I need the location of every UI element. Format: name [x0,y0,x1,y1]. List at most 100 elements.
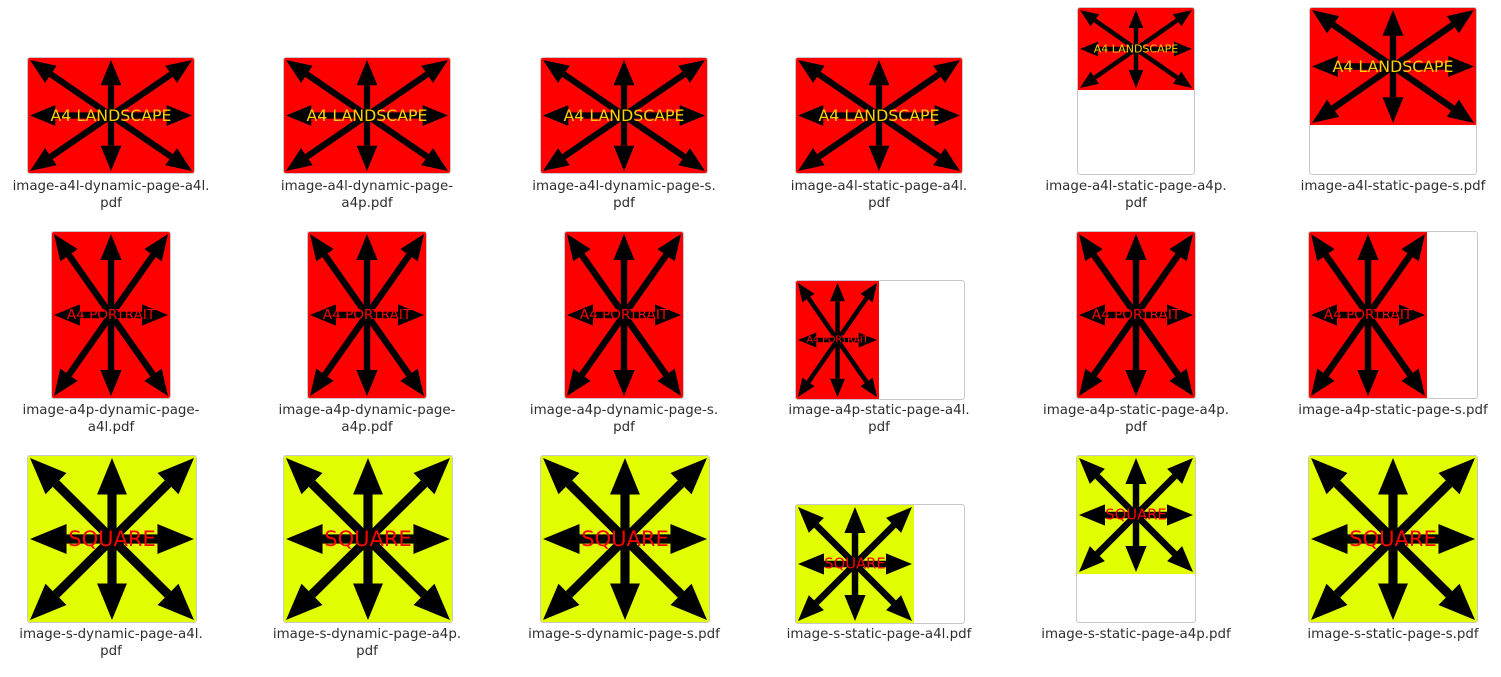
file-name-label[interactable]: image-s-dynamic-page-a4p. pdf [267,626,467,660]
arrow-head-icon [798,105,824,126]
arrow-head-icon [356,60,378,86]
arrow-head-icon [144,234,168,262]
file-name-label[interactable]: image-s-static-page-s.pdf [1293,626,1493,643]
arrow-head-icon [860,377,877,397]
arrow-head-icon [356,370,378,396]
arrow-head-icon [798,595,824,621]
pdf-page-render: A4 LANDSCAPE [541,58,707,173]
file-name-label[interactable]: image-s-dynamic-page-s.pdf [524,626,724,643]
arrow-head-icon [1079,234,1103,262]
file-name-label[interactable]: image-a4l-static-page-a4p. pdf [1036,178,1236,212]
arrow-shaft [1134,47,1179,80]
arrow-head-icon [613,234,635,260]
arrow-head-icon [421,60,448,83]
thumbnail-image: SQUARE [1077,456,1195,574]
arrow-head-icon [1378,583,1408,620]
thumbnail-image: SQUARE [28,456,196,622]
arrow-shaft [621,253,669,317]
file-name-label[interactable]: image-a4l-dynamic-page-s. pdf [524,178,724,212]
file-name-label[interactable]: image-a4p-static-page-s.pdf [1293,402,1493,419]
file-name-label[interactable]: image-s-static-page-a4l.pdf [779,626,979,643]
file-name-label[interactable]: image-a4p-static-page-a4l. pdf [779,402,979,436]
arrow-head-icon [1169,368,1193,396]
thumbnail-image: A4 LANDSCAPE [1078,8,1194,90]
file-thumbnail[interactable]: A4 PORTRAIT [795,280,965,400]
thumbnail-caption: A4 PORTRAIT [1324,307,1413,323]
file-thumbnail[interactable]: A4 LANDSCAPE [1309,7,1477,175]
arrow-head-icon [1446,10,1474,34]
arrow-shaft [814,523,858,567]
file-thumbnail[interactable]: A4 PORTRAIT [1308,231,1478,399]
thumbnail-image: A4 LANDSCAPE [796,58,962,173]
file-name-label[interactable]: image-a4l-dynamic-page-a4l. pdf [11,178,211,212]
file-thumbnail[interactable]: A4 PORTRAIT [51,231,171,399]
arrow-shaft [308,535,372,598]
arrow-head-icon [1079,304,1105,326]
arrow-head-icon [166,105,192,126]
arrow-head-icon [1438,524,1475,554]
arrow-shaft [1365,253,1413,317]
file-name-label[interactable]: image-s-static-page-a4p.pdf [1036,626,1236,643]
file-thumbnail[interactable]: SQUARE [1308,455,1478,623]
pdf-page-render: A4 LANDSCAPE [284,58,450,173]
arrow-shaft [1331,63,1395,111]
arrow-head-icon [1446,99,1474,123]
arrow-head-icon [54,368,78,396]
arrow-head-icon [934,105,960,126]
file-thumbnail[interactable]: SQUARE [540,455,710,623]
arrow-shaft [621,480,685,543]
arrow-head-icon [1080,41,1099,57]
arrow-head-icon [1079,458,1105,484]
pdf-page-render: SQUARE [284,456,452,622]
arrow-shaft [364,253,412,317]
arrow-shaft [66,253,114,317]
file-name-label[interactable]: image-a4l-static-page-a4l. pdf [779,178,979,212]
file-name-label[interactable]: image-a4l-dynamic-page-a4p.pdf [267,178,467,212]
arrow-head-icon [1169,234,1193,262]
file-name-label[interactable]: image-a4p-dynamic-page-a4l.pdf [11,402,211,436]
arrow-head-icon [97,458,127,495]
arrow-shaft [1095,512,1139,556]
file-name-label[interactable]: image-a4p-dynamic-page-a4p.pdf [267,402,467,436]
arrow-shaft [565,480,629,543]
arrow-head-icon [543,458,580,495]
file-thumbnail[interactable]: A4 PORTRAIT [1076,231,1196,399]
file-thumbnail[interactable]: A4 LANDSCAPE [283,57,451,174]
arrow-head-icon [933,148,960,171]
arrow-head-icon [30,458,67,495]
thumbnail-image: SQUARE [284,456,452,622]
file-name-label[interactable]: image-a4p-dynamic-page-s. pdf [524,402,724,436]
file-thumbnail[interactable]: SQUARE [283,455,453,623]
file-thumbnail[interactable]: SQUARE [1076,455,1196,623]
arrow-head-icon [886,553,912,575]
thumbnail-caption: A4 LANDSCAPE [819,106,940,125]
file-thumbnail[interactable]: SQUARE [27,455,197,623]
file-name-line: pdf [1125,196,1147,211]
arrow-shaft [835,296,869,342]
file-thumbnail[interactable]: A4 LANDSCAPE [27,57,195,174]
thumbnail-image: A4 LANDSCAPE [284,58,450,173]
file-thumbnail[interactable]: A4 PORTRAIT [564,231,684,399]
file-name-line: image-a4p-static-page-a4p. [1043,403,1229,418]
file-thumbnail[interactable]: A4 LANDSCAPE [795,57,963,174]
file-name-line: image-s-dynamic-page-a4l. [19,627,203,642]
file-name-label[interactable]: image-s-dynamic-page-a4l. pdf [11,626,211,660]
arrow-head-icon [798,507,824,533]
file-name-label[interactable]: image-a4p-static-page-a4p. pdf [1036,402,1236,436]
arrow-head-icon [1079,504,1105,526]
file-thumbnail[interactable]: SQUARE [795,504,965,624]
file-name-label[interactable]: image-a4l-static-page-s.pdf [1293,178,1493,195]
thumbnail-image: A4 PORTRAIT [52,232,170,398]
arrow-head-icon [30,583,67,620]
arrow-head-icon [1312,55,1338,78]
pdf-page-render: A4 PORTRAIT [1309,232,1427,398]
file-thumbnail[interactable]: A4 LANDSCAPE [1077,7,1195,175]
arrow-head-icon [1172,10,1192,27]
arrow-head-icon [1438,458,1475,495]
file-thumbnail[interactable]: A4 LANDSCAPE [540,57,708,174]
arrow-head-icon [657,368,681,396]
file-thumbnail[interactable]: A4 PORTRAIT [307,231,427,399]
thumbnail-image: SQUARE [796,505,914,623]
arrow-head-icon [543,105,569,126]
pdf-page-render: A4 LANDSCAPE [1078,8,1194,90]
